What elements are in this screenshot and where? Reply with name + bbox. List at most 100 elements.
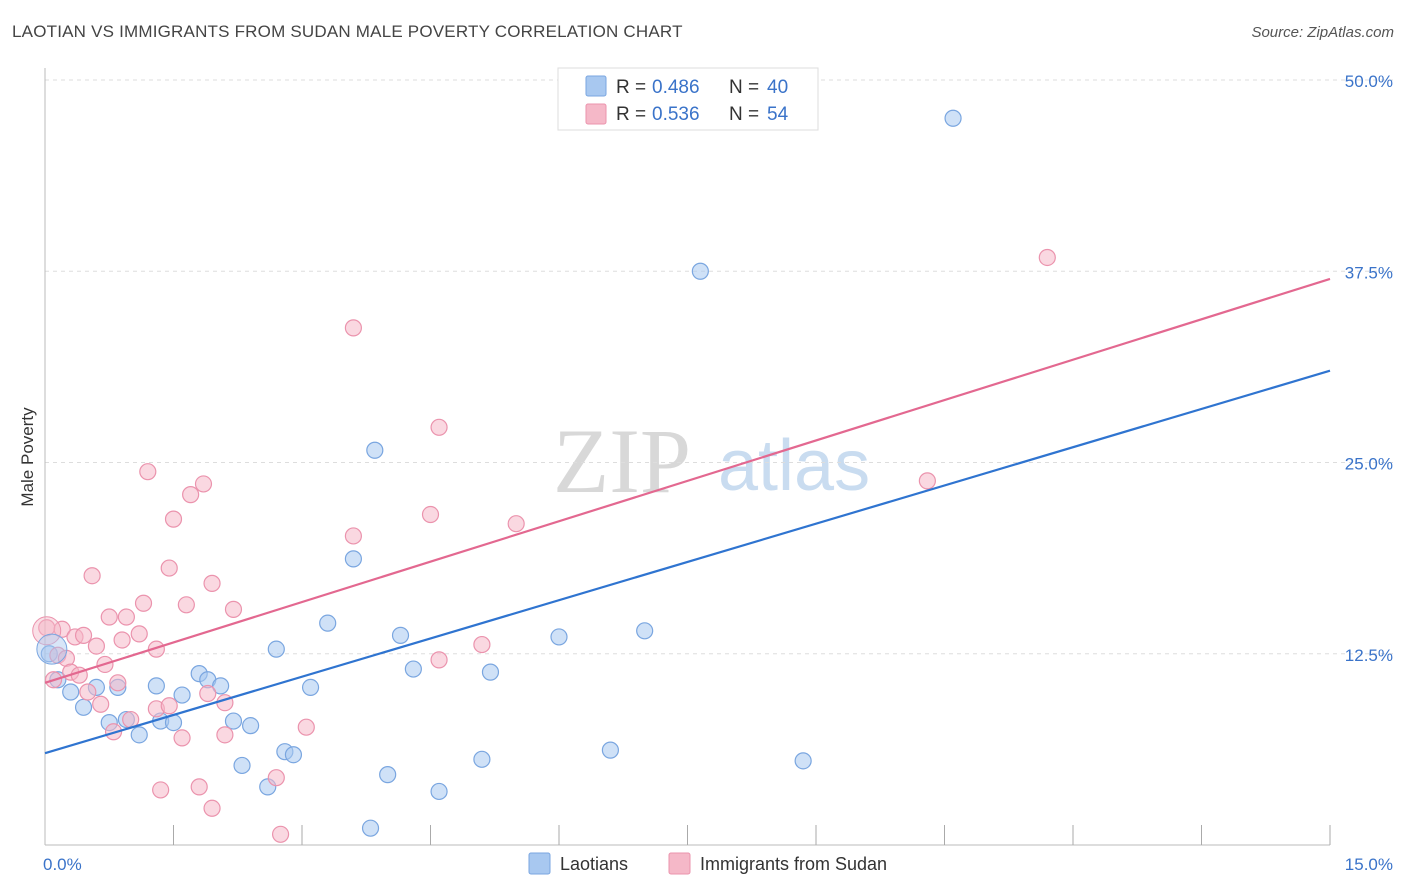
legend-n-value-laotians: 40 (767, 77, 788, 98)
gridlines (45, 79, 1395, 655)
data-point (1038, 248, 1056, 267)
data-point (691, 262, 709, 280)
series-sudan (38, 248, 1056, 843)
watermark-zip: ZIP (553, 410, 691, 512)
bottom-legend-label-sudan: Immigrants from Sudan (700, 854, 887, 874)
legend-n-value-sudan: 54 (767, 104, 789, 125)
data-point (224, 600, 243, 618)
chart-title: LAOTIAN VS IMMIGRANTS FROM SUDAN MALE PO… (12, 22, 683, 41)
data-point (233, 756, 251, 775)
data-point (164, 510, 183, 528)
data-point (944, 109, 962, 127)
data-point (100, 608, 118, 626)
data-point (271, 825, 290, 843)
y-tick-label: 12.5% (1345, 646, 1393, 665)
data-point (147, 677, 165, 695)
data-point (430, 418, 448, 436)
data-point (242, 717, 260, 735)
y-tick-label: 37.5% (1345, 263, 1393, 282)
legend-r-label-laotians: R = (616, 77, 646, 98)
trend-line-laotians (44, 369, 1331, 755)
data-point (636, 622, 654, 640)
data-point (344, 319, 362, 337)
data-point (199, 684, 217, 703)
data-point (404, 660, 422, 678)
data-point (160, 559, 178, 577)
data-point (182, 486, 200, 504)
data-point (361, 819, 380, 837)
data-point (130, 625, 148, 643)
data-point (194, 475, 213, 493)
data-point (203, 799, 221, 817)
data-point (74, 698, 93, 716)
data-point (160, 697, 178, 715)
data-point (79, 683, 97, 701)
legend-swatch-laotians (585, 75, 607, 97)
data-point (601, 741, 620, 759)
data-point (212, 677, 230, 695)
data-points (32, 109, 1056, 843)
bottom-legend-swatch-sudan (668, 852, 691, 875)
bottom-legend-label-laotians: Laotians (560, 854, 628, 874)
data-point (216, 726, 234, 744)
legend-swatch-sudan (585, 103, 607, 125)
data-point (147, 640, 165, 658)
legend-r-value-laotians: 0.486 (652, 77, 700, 98)
data-point (366, 441, 384, 459)
data-point (430, 651, 448, 669)
data-point (177, 596, 195, 614)
data-point (173, 729, 191, 747)
legend-n-label-laotians: N = (729, 77, 759, 98)
data-point (297, 718, 315, 736)
data-point (421, 505, 440, 524)
trend-lines (44, 277, 1331, 755)
data-point (550, 628, 568, 646)
data-point (152, 781, 170, 799)
y-tick-labels: 12.5% 25.0% 37.5% 50.0% (1345, 72, 1393, 665)
data-point (173, 686, 191, 704)
bottom-legend: Laotians Immigrants from Sudan (528, 852, 887, 875)
data-point (87, 637, 106, 655)
data-point (344, 527, 362, 545)
y-axis-title: Male Poverty (18, 407, 37, 507)
data-point (109, 674, 127, 692)
y-tick-label: 25.0% (1345, 455, 1393, 474)
data-point (134, 594, 153, 612)
data-point (203, 574, 221, 592)
trend-line-sudan (44, 277, 1331, 684)
data-point (379, 766, 397, 784)
chart-source: Source: ZipAtlas.com (1251, 24, 1394, 41)
y-tick-label: 50.0% (1345, 72, 1393, 91)
data-point (918, 472, 936, 490)
legend-r-label-sudan: R = (616, 104, 646, 125)
x-tick-label-min: 0.0% (43, 855, 82, 874)
data-point (130, 726, 148, 744)
data-point (344, 550, 362, 568)
data-point (473, 750, 491, 768)
data-point (117, 608, 135, 626)
data-point (301, 678, 320, 697)
data-point (224, 712, 243, 730)
data-point (53, 620, 71, 638)
data-point (430, 782, 448, 801)
data-point (267, 640, 285, 658)
data-point (92, 695, 110, 713)
x-ticks (173, 825, 1331, 845)
data-point (190, 778, 208, 796)
data-point (319, 614, 337, 632)
data-point (391, 626, 410, 644)
data-point (74, 626, 93, 644)
legend-r-value-sudan: 0.536 (652, 104, 700, 125)
data-point (284, 746, 303, 764)
data-point (794, 752, 812, 770)
data-point (481, 663, 500, 681)
top-legend: R = 0.486 N = 40 R = 0.536 N = 54 (557, 67, 819, 131)
data-point (83, 567, 101, 585)
watermark-atlas: atlas (718, 426, 870, 506)
data-point (36, 633, 68, 665)
data-point (62, 683, 80, 701)
data-point (32, 616, 62, 646)
data-point (267, 769, 285, 787)
data-point (139, 463, 157, 481)
